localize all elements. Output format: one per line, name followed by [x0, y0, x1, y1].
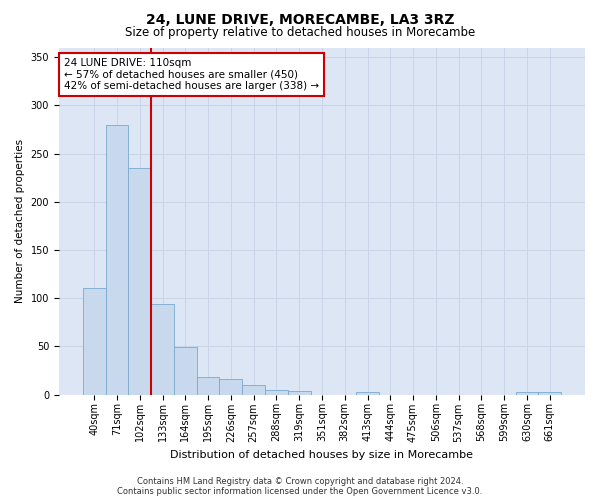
Y-axis label: Number of detached properties: Number of detached properties: [15, 139, 25, 303]
Bar: [128, 168, 151, 394]
Bar: [151, 304, 174, 394]
Bar: [515, 392, 538, 394]
Bar: [106, 124, 128, 394]
X-axis label: Distribution of detached houses by size in Morecambe: Distribution of detached houses by size …: [170, 450, 473, 460]
Text: 24, LUNE DRIVE, MORECAMBE, LA3 3RZ: 24, LUNE DRIVE, MORECAMBE, LA3 3RZ: [146, 12, 454, 26]
Bar: [265, 390, 288, 394]
Bar: [538, 392, 561, 394]
Text: 24 LUNE DRIVE: 110sqm
← 57% of detached houses are smaller (450)
42% of semi-det: 24 LUNE DRIVE: 110sqm ← 57% of detached …: [64, 58, 319, 91]
Bar: [220, 379, 242, 394]
Bar: [242, 385, 265, 394]
Text: Contains HM Land Registry data © Crown copyright and database right 2024.
Contai: Contains HM Land Registry data © Crown c…: [118, 476, 482, 496]
Bar: [174, 348, 197, 395]
Bar: [197, 377, 220, 394]
Bar: [288, 390, 311, 394]
Bar: [356, 392, 379, 394]
Bar: [83, 288, 106, 395]
Text: Size of property relative to detached houses in Morecambe: Size of property relative to detached ho…: [125, 26, 475, 39]
